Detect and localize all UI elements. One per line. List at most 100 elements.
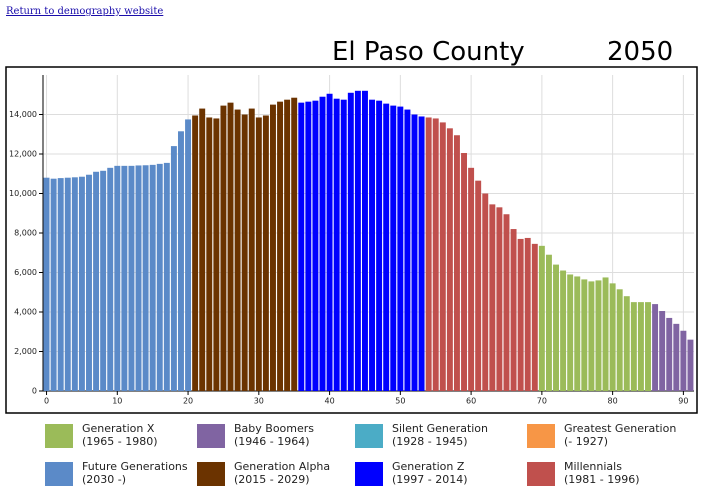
bar: [439, 122, 446, 392]
legend-swatch: [355, 462, 383, 486]
bar: [170, 146, 177, 391]
bar: [270, 104, 276, 391]
bar: [361, 90, 368, 392]
legend-swatch: [527, 424, 555, 448]
bar: [531, 243, 538, 391]
y-tick-label: 2,000: [14, 347, 37, 356]
bar: [581, 279, 588, 391]
bar: [57, 178, 64, 391]
bar: [354, 90, 361, 392]
legend-label: Generation Z: [392, 460, 465, 473]
bar: [383, 103, 390, 391]
bar: [602, 277, 609, 391]
y-tick-label: 14,000: [9, 110, 37, 119]
y-tick-label: 0: [32, 387, 37, 396]
legend-swatch: [45, 424, 73, 448]
bar: [284, 99, 291, 391]
bar: [156, 163, 163, 391]
x-tick-label: 80: [608, 397, 618, 406]
x-tick-label: 60: [466, 397, 476, 406]
bar: [652, 304, 659, 391]
legend-swatch: [355, 424, 383, 448]
bar: [510, 229, 517, 391]
bar: [545, 254, 552, 391]
bar: [418, 116, 425, 391]
legend-label: Silent Generation: [392, 422, 488, 435]
bar: [425, 117, 432, 392]
bar: [227, 102, 234, 392]
x-tick-label: 70: [537, 397, 547, 406]
x-tick-label: 0: [44, 397, 49, 406]
bar: [567, 274, 574, 391]
bar: [666, 317, 673, 391]
bar: [340, 99, 347, 391]
chart-year: 2050: [607, 37, 673, 67]
bar: [86, 174, 92, 391]
bar: [376, 100, 383, 392]
bar: [100, 170, 107, 391]
legend-range: (2015 - 2029): [234, 473, 310, 486]
x-tick-label: 40: [324, 397, 334, 406]
x-tick-label: 50: [395, 397, 405, 406]
bar: [135, 165, 142, 391]
bar: [312, 100, 319, 392]
bar: [673, 323, 680, 391]
y-tick-label: 6,000: [14, 268, 37, 277]
bar: [496, 207, 503, 391]
legend-label: Future Generations: [82, 460, 188, 473]
bar: [609, 283, 616, 391]
bar: [319, 96, 326, 391]
bar: [687, 339, 694, 391]
legend-range: (1965 - 1980): [82, 435, 158, 448]
x-tick-label: 10: [112, 397, 122, 406]
bar: [404, 109, 411, 391]
bar: [43, 177, 50, 391]
bar: [163, 162, 170, 391]
legend-label: Millennials: [564, 460, 622, 473]
bar: [574, 276, 581, 391]
bar: [616, 289, 623, 391]
bar: [199, 108, 206, 391]
legend-range: (1928 - 1945): [392, 435, 468, 448]
legend-label: Baby Boomers: [234, 422, 314, 435]
bar: [503, 214, 510, 391]
bar: [489, 204, 496, 391]
bar: [277, 101, 284, 391]
bar: [192, 115, 199, 392]
y-tick-label: 4,000: [14, 308, 37, 317]
bar: [149, 164, 156, 391]
bar: [411, 114, 418, 391]
bar: [517, 238, 524, 391]
x-tick-label: 90: [678, 397, 688, 406]
bar: [446, 128, 453, 391]
bar: [623, 296, 630, 391]
bar: [255, 117, 262, 392]
chart-title: El Paso County: [332, 37, 525, 67]
legend-range: (- 1927): [564, 435, 608, 448]
bar: [468, 167, 475, 391]
bar: [78, 176, 85, 391]
bar: [71, 177, 78, 391]
bar: [461, 153, 467, 391]
bar: [213, 118, 220, 391]
legend-range: (2030 -): [82, 473, 126, 486]
legend-range: (1997 - 2014): [392, 473, 468, 486]
bar: [248, 108, 255, 391]
bar: [178, 131, 184, 391]
legend-swatch: [197, 424, 225, 448]
plot-frame: [5, 66, 698, 414]
legend-swatch: [527, 462, 555, 486]
bar: [234, 109, 241, 391]
bar: [680, 330, 687, 391]
bar: [637, 302, 644, 391]
bar: [538, 245, 545, 391]
legend-swatch: [197, 462, 225, 486]
bar: [333, 98, 340, 391]
bar: [553, 264, 559, 391]
bar: [298, 102, 305, 392]
bar: [369, 99, 376, 391]
back-link[interactable]: Return to demography website: [6, 6, 164, 17]
bar: [64, 177, 71, 391]
